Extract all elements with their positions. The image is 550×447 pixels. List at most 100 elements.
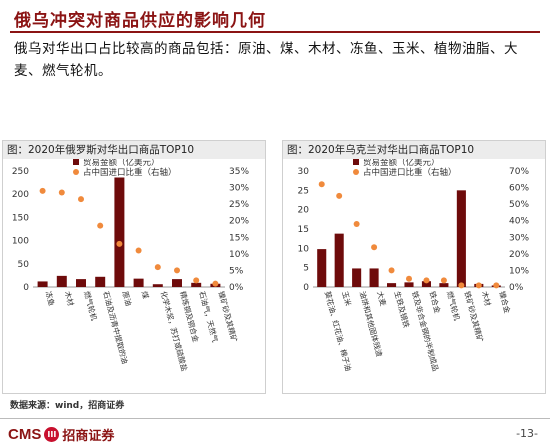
left-axis-tick: 200 — [12, 190, 29, 200]
bar-trade-value — [133, 278, 144, 287]
category-label: 石油气，天然气 — [197, 290, 220, 344]
dot-import-share — [371, 244, 378, 251]
category-label: 大麦 — [375, 290, 389, 308]
dot-import-share — [423, 277, 430, 284]
bar-trade-value — [172, 279, 182, 287]
dot-import-share — [458, 282, 465, 289]
left-axis-tick: 0 — [303, 283, 309, 293]
page-title: 俄乌冲突对商品供应的影响几何 — [14, 11, 266, 31]
dot-import-share — [406, 275, 412, 282]
dot-import-share — [353, 221, 360, 228]
bar-trade-value — [439, 283, 449, 287]
right-axis-tick: 5% — [229, 266, 244, 276]
dot-import-share — [58, 189, 65, 196]
left-axis-tick: 10 — [298, 244, 310, 254]
bar-trade-value — [404, 282, 414, 287]
bar-trade-value — [114, 177, 125, 287]
right-axis-tick: 10% — [509, 266, 529, 276]
dot-import-share — [154, 264, 161, 271]
dot-import-share — [116, 240, 123, 247]
dot-import-share — [475, 282, 482, 289]
bar-trade-value — [387, 283, 397, 287]
left-axis-tick: 150 — [12, 213, 29, 223]
bar-trade-value — [456, 190, 466, 287]
right-axis-tick: 0% — [509, 283, 524, 293]
dot-import-share — [336, 192, 343, 199]
logo-company-name: 招商证券 — [62, 428, 115, 444]
bar-trade-value — [191, 282, 202, 287]
right-axis-tick: 30% — [229, 184, 249, 194]
dot-import-share — [78, 196, 84, 203]
page-number: -13- — [516, 427, 538, 440]
russia-export-chart: 0 50 100 150 200 250 0% 5% 10% 15% 20% 25% 30% 35% 冻鱼木… — [12, 159, 249, 373]
bar-trade-value — [334, 233, 344, 287]
category-label: 原油 — [120, 290, 134, 307]
intro-text: 俄乌对华出口占比较高的商品包括：原油、煤、木材、冻鱼、玉米、植物油脂、大麦、燃气… — [14, 41, 518, 79]
dot-import-share — [39, 187, 46, 194]
category-label: 玉米 — [340, 290, 354, 308]
ukraine-export-chart: 0510152025300%10%20%30%40%50%60%70%葵花油、红… — [298, 159, 529, 372]
left-axis-tick: 25 — [298, 186, 309, 196]
legend-dot-swatch — [353, 169, 359, 175]
left-axis-tick: 15 — [298, 225, 309, 235]
bar-trade-value — [95, 276, 106, 287]
dot-import-share — [493, 282, 500, 289]
dot-import-share — [440, 277, 447, 284]
dot-import-share — [212, 280, 219, 287]
category-label: 精炼铜及铜合金 — [178, 290, 201, 344]
left-axis-tick: 100 — [12, 237, 29, 247]
legend-dot-label: 占中国进口比重（右轴） — [83, 167, 177, 178]
brand-logo: CMS III 招商证券 — [8, 424, 114, 444]
dot-import-share — [135, 247, 142, 254]
right-axis-tick: 10% — [229, 250, 249, 260]
bar-trade-value — [37, 281, 48, 287]
left-axis-tick: 20 — [298, 206, 310, 216]
logo-text: CMS — [8, 425, 42, 443]
left-axis-tick: 0 — [23, 283, 29, 293]
category-label: 木材 — [63, 290, 77, 308]
right-axis-tick: 20% — [229, 217, 249, 227]
right-axis-tick: 0% — [229, 283, 244, 293]
legend-bar-swatch — [353, 159, 359, 165]
russia-chart-title: 图：2020年俄罗斯对华出口商品TOP10 — [3, 141, 265, 159]
category-label: 煤 — [140, 290, 152, 300]
right-axis-tick: 70% — [509, 167, 529, 177]
left-axis-tick: 5 — [303, 264, 309, 274]
bar-trade-value — [317, 249, 327, 287]
bar-trade-value — [76, 279, 86, 287]
right-axis-tick: 15% — [229, 233, 249, 243]
category-label: 燃气轮机 — [82, 290, 100, 322]
legend-dot-label: 占中国进口比重（右轴） — [363, 167, 457, 178]
right-axis-tick: 40% — [509, 217, 529, 227]
bar-trade-value — [352, 268, 362, 287]
dot-import-share — [318, 181, 325, 188]
title-divider — [10, 31, 540, 33]
category-label: 木材 — [480, 290, 494, 308]
right-axis-tick: 20% — [509, 250, 529, 260]
bar-trade-value — [56, 275, 67, 287]
legend-bar-swatch — [73, 159, 79, 165]
dot-import-share — [193, 277, 200, 284]
ukraine-chart-title: 图：2020年乌克兰对华出口商品TOP10 — [283, 141, 545, 159]
category-label: 燃气轮机 — [445, 290, 463, 322]
category-label: 镍矿砂及其精矿 — [216, 290, 239, 344]
right-axis-tick: 25% — [229, 200, 249, 210]
left-axis-tick: 250 — [12, 167, 29, 177]
legend-dot-swatch — [73, 169, 79, 175]
bar-trade-value — [369, 268, 379, 287]
dot-import-share — [174, 267, 180, 274]
data-source: 数据来源：wind，招商证券 — [10, 401, 125, 411]
logo-badge: III — [44, 426, 60, 442]
right-axis-tick: 30% — [509, 233, 529, 243]
category-label: 冻鱼 — [44, 290, 58, 308]
legend-bar-label: 贸易金额（亿美元） — [83, 159, 160, 168]
left-axis-tick: 30 — [298, 167, 310, 177]
ukraine-chart-panel: 图：2020年乌克兰对华出口商品TOP10 0 5 10 15 20 25 30 0% 10% 2… — [282, 140, 546, 394]
bar-trade-value — [421, 281, 431, 287]
bar-trade-value — [152, 284, 163, 287]
russia-chart-panel: 图：2020年俄罗斯对华出口商品TOP10 0 50 100 150 200 250 0% 5… — [2, 140, 266, 394]
footer-divider — [0, 418, 550, 419]
dot-import-share — [388, 267, 395, 274]
right-axis-tick: 50% — [509, 200, 529, 210]
legend-bar-label: 贸易金额（亿美元） — [363, 159, 440, 168]
